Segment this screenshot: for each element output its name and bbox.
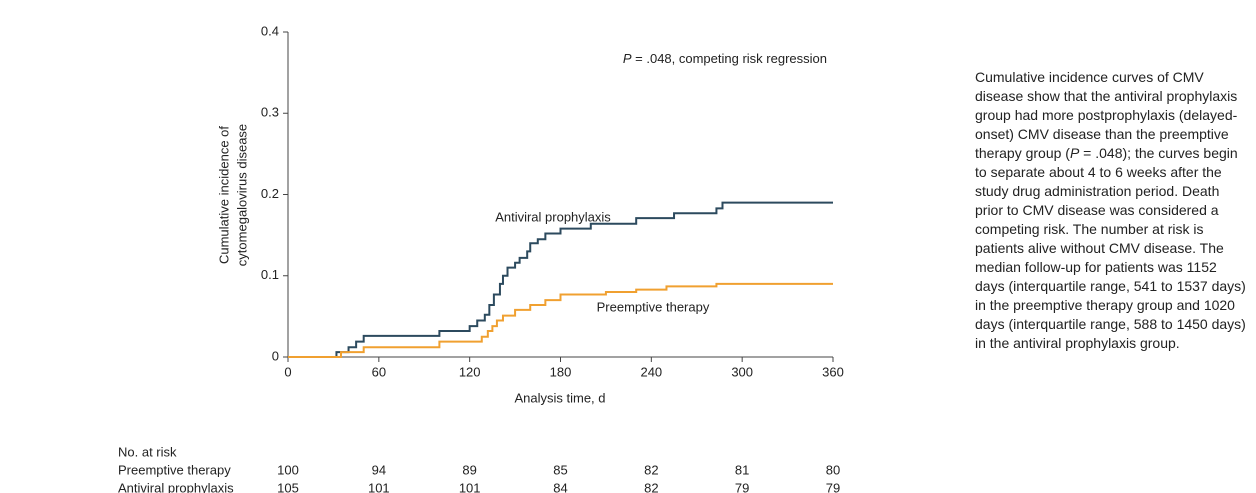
risk-count: 82	[644, 462, 658, 477]
x-axis-label: Analysis time, d	[514, 390, 605, 405]
series-line	[288, 201, 833, 358]
risk-row-label: Antiviral prophylaxis	[118, 480, 234, 493]
annotation-part: = .048, competing risk regression	[632, 51, 827, 66]
chart: Cumulative incidence of cytomegalovirus …	[118, 23, 844, 493]
caption-part: P	[1069, 145, 1080, 161]
risk-count: 79	[735, 480, 749, 493]
risk-count: 101	[459, 480, 481, 493]
risk-count: 94	[372, 462, 386, 477]
y-axis-label: cytomegalovirus disease	[234, 124, 249, 266]
series-label: Antiviral prophylaxis	[495, 209, 611, 224]
y-tick-label: 0.3	[261, 105, 279, 120]
risk-count: 105	[277, 480, 299, 493]
caption-part: Cumulative incidence curves of CMV disea…	[975, 69, 1238, 161]
x-tick-label: 240	[640, 364, 662, 379]
risk-count: 80	[826, 462, 840, 477]
y-tick-label: 0	[272, 348, 279, 363]
y-tick-label: 0.4	[261, 23, 279, 38]
risk-count: 85	[553, 462, 567, 477]
risk-row-label: Preemptive therapy	[118, 462, 231, 477]
risk-count: 81	[735, 462, 749, 477]
series-label: Preemptive therapy	[597, 299, 710, 314]
caption: Cumulative incidence curves of CMV disea…	[975, 68, 1247, 493]
x-tick-label: 60	[372, 364, 386, 379]
risk-count: 89	[462, 462, 476, 477]
x-tick-label: 360	[822, 364, 844, 379]
annotation-part: P	[623, 51, 632, 66]
risk-count: 101	[368, 480, 390, 493]
x-tick-label: 120	[459, 364, 481, 379]
risk-count: 82	[644, 480, 658, 493]
annotation: P = .048, competing risk regression	[623, 51, 827, 66]
risk-count: 84	[553, 480, 567, 493]
y-axis-label: Cumulative incidence of	[216, 126, 231, 264]
risk-count: 79	[826, 480, 840, 493]
x-tick-label: 0	[284, 364, 291, 379]
series-line	[288, 282, 833, 358]
caption-part: = .048); the curves begin to separate ab…	[975, 145, 1246, 351]
y-tick-label: 0.1	[261, 267, 279, 282]
y-tick-label: 0.2	[261, 186, 279, 201]
risk-count: 100	[277, 462, 299, 477]
x-tick-label: 180	[550, 364, 572, 379]
x-tick-label: 300	[731, 364, 753, 379]
risk-table-title: No. at risk	[118, 444, 177, 459]
